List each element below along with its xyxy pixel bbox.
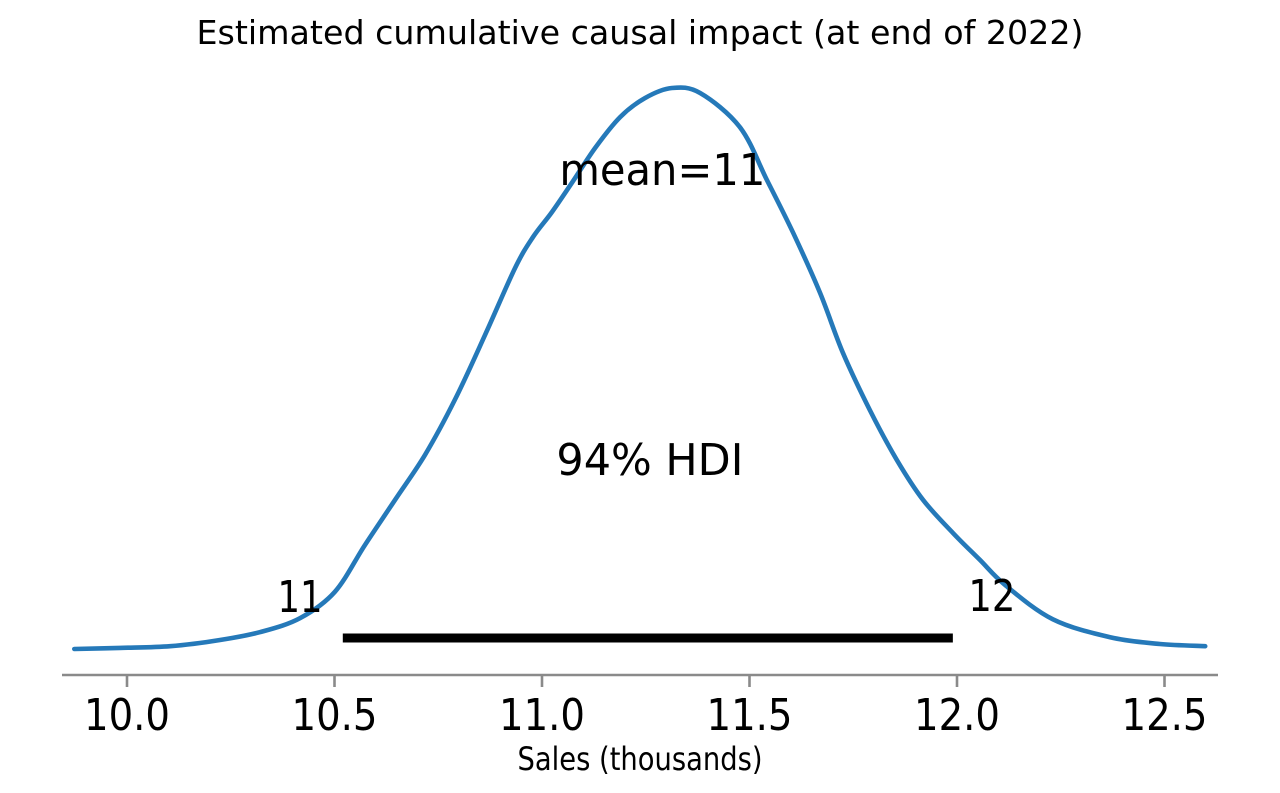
x-tick-label: 10.5 xyxy=(292,690,378,741)
x-tick-label: 11.5 xyxy=(707,690,793,741)
x-axis-label: Sales (thousands) xyxy=(518,740,763,778)
hdi-upper-label: 12 xyxy=(968,571,1015,622)
hdi-lower-label: 11 xyxy=(278,572,323,623)
x-tick-label: 12.0 xyxy=(914,690,1000,741)
x-tick-label: 11.0 xyxy=(499,690,585,741)
x-tick-label: 12.5 xyxy=(1122,690,1208,741)
hdi-text: 94% HDI xyxy=(556,435,743,486)
chart-title: Estimated cumulative causal impact (at e… xyxy=(197,13,1084,52)
x-tick-label: 10.0 xyxy=(84,690,170,741)
x-axis-ticks: 10.0 10.5 11.0 11.5 12.0 12.5 xyxy=(84,675,1208,741)
mean-label: mean=11 xyxy=(559,145,765,196)
kde-curve xyxy=(72,85,1208,652)
